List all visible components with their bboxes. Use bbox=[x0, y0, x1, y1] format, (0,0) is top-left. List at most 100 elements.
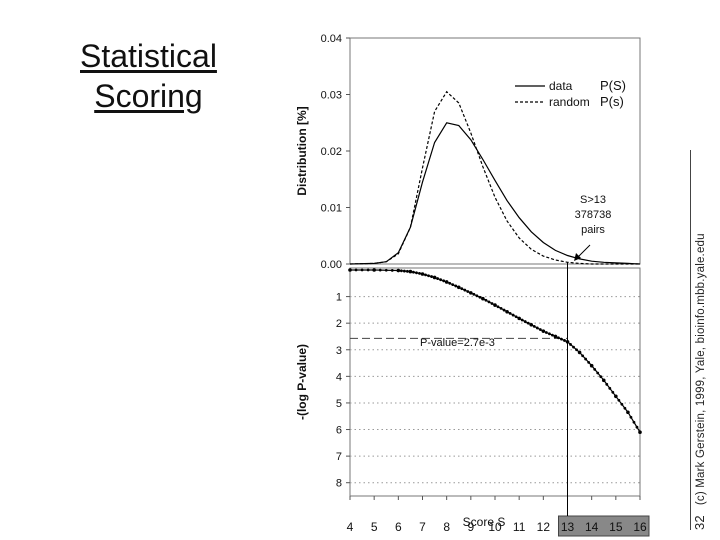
legend-label-random: random bbox=[549, 95, 590, 109]
annotation-line-2: 378738 bbox=[575, 209, 612, 221]
legend-label-data: data bbox=[549, 79, 573, 93]
pvalue-y-tick-label: 6 bbox=[336, 425, 342, 437]
pvalue-point-interpolated bbox=[596, 371, 600, 375]
annotation-line-1: S>13 bbox=[580, 194, 606, 206]
pvalue-point bbox=[577, 350, 582, 355]
pvalue-point-interpolated bbox=[599, 375, 603, 379]
pvalue-point bbox=[601, 378, 606, 383]
pvalue-point-interpolated bbox=[460, 287, 464, 291]
credit-divider bbox=[690, 150, 691, 530]
distribution-y-tick-label: 0.01 bbox=[321, 203, 342, 215]
score-x-axis: 4 5 6 7 8 9 10 11 12 13 14 15 16 bbox=[347, 496, 647, 534]
pvalue-point-interpolated bbox=[472, 292, 476, 296]
distribution-y-label: Distribution [%] bbox=[295, 106, 309, 195]
pvalue-point-interpolated bbox=[538, 328, 542, 331]
title-line-1: Statistical bbox=[80, 38, 217, 74]
pvalue-y-tick-label: 1 bbox=[336, 292, 342, 304]
score-x-tick-label: 13 bbox=[561, 520, 575, 534]
pvalue-point-interpolated bbox=[623, 406, 627, 410]
pvalue-point-interpolated bbox=[454, 284, 458, 288]
pvalue-point-interpolated bbox=[448, 281, 452, 285]
pvalue-point-interpolated bbox=[384, 268, 388, 272]
pvalue-point-interpolated bbox=[611, 390, 615, 394]
score-x-tick-label: 14 bbox=[585, 520, 599, 534]
pvalue-point-interpolated bbox=[430, 275, 433, 278]
pvalue-point-interpolated bbox=[575, 348, 578, 352]
pvalue-curve bbox=[348, 268, 642, 434]
pvalue-point-interpolated bbox=[560, 337, 563, 341]
distribution-y-axis: 0.00 0.01 0.02 0.03 0.04 bbox=[321, 33, 350, 271]
pvalue-point bbox=[614, 394, 618, 399]
distribution-y-tick-label: 0.00 bbox=[321, 259, 342, 271]
slide-title: Statistical Scoring bbox=[80, 36, 217, 116]
annotation-line-3: pairs bbox=[581, 224, 605, 236]
pvalue-point-interpolated bbox=[532, 324, 536, 328]
pvalue-point-interpolated bbox=[475, 294, 479, 298]
pvalue-point bbox=[456, 285, 461, 290]
score-x-tick-label: 5 bbox=[371, 520, 378, 534]
pvalue-point-interpolated bbox=[399, 269, 403, 273]
pvalue-point-interpolated bbox=[569, 343, 572, 346]
x-axis-title: Score S bbox=[463, 515, 506, 529]
pvalue-point bbox=[481, 296, 485, 301]
pvalue-point-interpolated bbox=[502, 308, 506, 312]
pvalue-point-interpolated bbox=[557, 336, 560, 340]
annotation-arrowhead bbox=[574, 253, 581, 261]
pvalue-point-interpolated bbox=[496, 305, 500, 309]
pvalue-point-interpolated bbox=[511, 313, 515, 317]
pvalue-point-interpolated bbox=[572, 345, 575, 349]
pvalue-point-interpolated bbox=[499, 307, 503, 310]
pvalue-point-interpolated bbox=[523, 320, 527, 323]
pvalue-point-interpolated bbox=[378, 268, 382, 272]
pvalue-point-interpolated bbox=[402, 269, 406, 273]
pvalue-point-interpolated bbox=[550, 333, 554, 337]
pvalue-point bbox=[348, 268, 352, 272]
pvalue-point-interpolated bbox=[635, 425, 639, 429]
pvalue-plot-frame bbox=[349, 267, 641, 497]
pvalue-point-interpolated bbox=[405, 269, 409, 273]
legend-symbol-random: P(s) bbox=[600, 94, 624, 109]
pvalue-point bbox=[469, 291, 473, 295]
pvalue-point bbox=[517, 316, 521, 321]
distribution-y-tick-label: 0.02 bbox=[321, 146, 342, 158]
pvalue-point-interpolated bbox=[418, 271, 421, 275]
pvalue-point-interpolated bbox=[466, 290, 470, 293]
pvalue-point bbox=[432, 275, 437, 280]
pvalue-point bbox=[541, 329, 546, 333]
pvalue-point bbox=[444, 280, 449, 284]
pvalue-point-interpolated bbox=[526, 321, 530, 325]
pvalue-y-tick-label: 7 bbox=[336, 451, 342, 463]
pvalue-point-interpolated bbox=[490, 302, 494, 305]
pvalue-y-axis: 1 2 3 4 5 6 7 8 bbox=[336, 292, 350, 490]
pvalue-point-interpolated bbox=[478, 295, 482, 299]
score-x-tick-label: 4 bbox=[347, 520, 354, 534]
pvalue-point-interpolated bbox=[587, 360, 591, 364]
pvalue-point-interpolated bbox=[508, 312, 512, 315]
x-axis-highlight bbox=[558, 515, 650, 537]
pvalue-point-interpolated bbox=[442, 279, 446, 283]
pvalue-point-interpolated bbox=[412, 270, 415, 274]
pvalue-point bbox=[529, 322, 534, 327]
pvalue-point-interpolated bbox=[366, 268, 370, 272]
pvalue-point-interpolated bbox=[617, 398, 621, 402]
score-x-tick-label: 11 bbox=[513, 520, 526, 534]
pvalue-point-interpolated bbox=[439, 278, 443, 282]
pvalue-y-tick-label: 3 bbox=[336, 345, 342, 357]
pvalue-point bbox=[589, 363, 594, 368]
pvalue-point bbox=[505, 309, 509, 314]
score-x-tick-label: 12 bbox=[537, 520, 551, 534]
pvalue-point-interpolated bbox=[424, 273, 427, 277]
distribution-y-tick-label: 0.04 bbox=[321, 33, 342, 45]
distribution-curves bbox=[349, 90, 641, 265]
pvalue-point-interpolated bbox=[360, 268, 364, 272]
pvalue-point-interpolated bbox=[520, 318, 524, 322]
pvalue-curve-line bbox=[350, 269, 641, 433]
pvalue-point-interpolated bbox=[608, 386, 612, 390]
pvalue-point-interpolated bbox=[584, 357, 588, 361]
pvalue-point-interpolated bbox=[487, 300, 491, 304]
pvalue-point-interpolated bbox=[463, 288, 467, 292]
pvalue-point bbox=[638, 430, 642, 434]
pvalue-point bbox=[396, 268, 401, 273]
